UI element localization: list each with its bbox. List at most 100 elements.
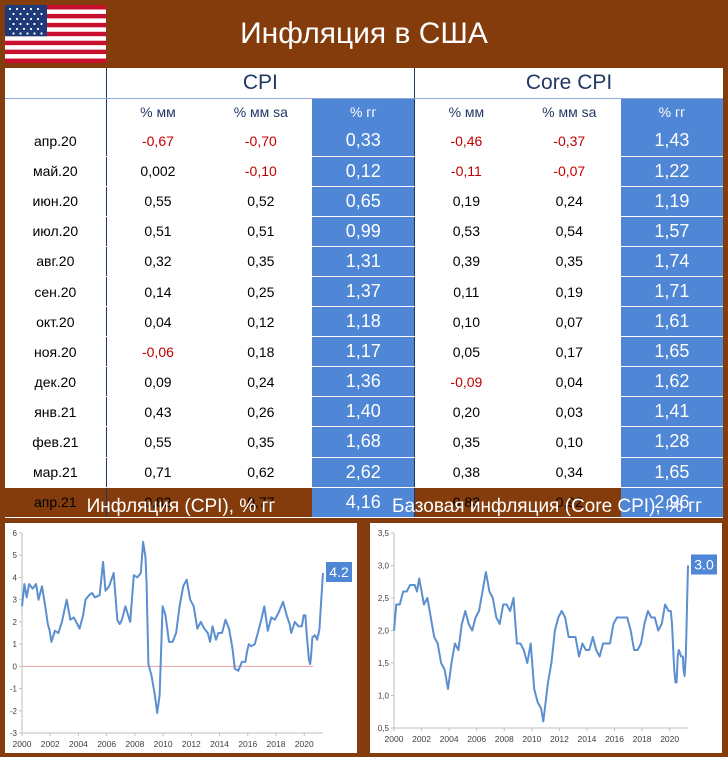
x-tick-label: 2020: [295, 739, 314, 749]
table-cell: 0,18: [209, 336, 313, 368]
table-row: мар.21 0,71 0,62 2,62 0,38 0,34 1,65: [5, 457, 723, 488]
table-row: июн.20 0,55 0,52 0,65 0,19 0,24 1,19: [5, 186, 723, 217]
subheader-cell: % мм sa: [517, 98, 621, 126]
table-cell: 1,22: [620, 156, 723, 187]
table-cell: 1,65: [620, 457, 723, 488]
table-cell: -0,07: [517, 156, 621, 187]
subheader-cell: % мм: [105, 98, 210, 126]
subheader-cell: % гг: [620, 98, 723, 126]
table-cell: 1,57: [620, 216, 723, 247]
table-row: сен.20 0,14 0,25 1,37 0,11 0,19 1,71: [5, 276, 723, 308]
table-cell: 0,19: [517, 276, 621, 308]
y-tick-label: 2: [13, 618, 18, 627]
table-cell: 2,96: [620, 487, 723, 518]
table-row: дек.20 0,09 0,24 1,36 -0,09 0,04 1,62: [5, 366, 723, 398]
table-cell: 1,71: [620, 276, 723, 308]
table-cell: 1,19: [620, 186, 723, 217]
table-cell: 0,25: [209, 276, 313, 308]
table-cell: 0,11: [414, 276, 518, 308]
core-cpi-chart-svg: 0,5 1,0 1,5 2,0 2,5 3,0 3,5 2000 2002 2004 2006 200…: [378, 529, 717, 744]
y-tick-label: 0: [13, 662, 18, 671]
x-tick-label: 2018: [267, 739, 286, 749]
table-cell: 0,07: [517, 306, 621, 338]
x-tick-label: 2004: [69, 739, 88, 749]
row-date-label: янв.21: [5, 396, 107, 428]
cpi-chart: -3 -2 -1 0 1 2 3 4 5 6 2000 2002 2004 2006 2008 2010 201…: [5, 523, 357, 753]
table-cell: 0,52: [209, 186, 313, 217]
table-cell: 0,34: [517, 457, 621, 488]
series-line: [393, 565, 689, 723]
table-cell: 0,35: [414, 426, 518, 458]
table-row: ноя.20 -0,06 0,18 1,17 0,05 0,17 1,65: [5, 336, 723, 368]
table-cell: 0,09: [105, 366, 210, 398]
y-tick-label: 3,5: [378, 529, 390, 538]
table-cell: 0,32: [105, 246, 210, 277]
table-cell: 0,82: [105, 487, 210, 518]
table-cell: 1,74: [620, 246, 723, 277]
group-header-cpi: CPI: [105, 68, 415, 99]
y-tick-label: 5: [13, 551, 18, 560]
table-cell: 0,24: [209, 366, 313, 398]
table-row: июл.20 0,51 0,51 0,99 0,53 0,54 1,57: [5, 216, 723, 247]
row-date-label: июн.20: [5, 186, 107, 217]
table-cell: 0,51: [209, 216, 313, 247]
table-cell: 1,43: [620, 126, 723, 157]
cpi-chart-svg: -3 -2 -1 0 1 2 3 4 5 6 2000 2002 2004 2006 2008 2010 201…: [10, 529, 352, 749]
core-cpi-chart: 0,5 1,0 1,5 2,0 2,5 3,0 3,5 2000 2002 2004 2006 200…: [370, 523, 722, 753]
subheader-cell: % мм: [414, 98, 518, 126]
table-cell: 0,53: [414, 216, 518, 247]
table-cell: 0,14: [105, 276, 210, 308]
y-tick-label: 0,5: [378, 724, 390, 733]
row-date-label: июл.20: [5, 216, 107, 247]
y-tick-label: 1,5: [378, 659, 390, 668]
table-cell: 0,55: [105, 186, 210, 217]
table-cell: 0,38: [414, 457, 518, 488]
row-date-label: окт.20: [5, 306, 107, 338]
last-value-badge: [691, 554, 717, 575]
x-tick-label: 2002: [41, 739, 60, 749]
row-date-label: апр.20: [5, 126, 107, 157]
table-cell: -0,09: [414, 366, 518, 398]
row-date-label: мар.21: [5, 457, 107, 488]
y-tick-label: -2: [10, 707, 18, 716]
x-tick-label: 2020: [660, 734, 679, 744]
table-cell: 0,20: [414, 396, 518, 428]
y-tick-label: 2,0: [378, 627, 390, 636]
x-tick-label: 2016: [605, 734, 624, 744]
y-tick-label: 6: [13, 529, 18, 538]
row-date-label: сен.20: [5, 276, 107, 308]
table-cell: 0,77: [209, 487, 313, 518]
table-cell: 0,83: [414, 487, 518, 518]
x-tick-label: 2012: [182, 739, 201, 749]
table-cell: 0,33: [312, 126, 415, 157]
table-cell: 0,35: [209, 426, 313, 458]
table-cell: 0,92: [517, 487, 621, 518]
table-cell: 0,71: [105, 457, 210, 488]
table-cell: 0,55: [105, 426, 210, 458]
y-tick-label: 2,5: [378, 594, 390, 603]
table-cell: -0,11: [414, 156, 518, 187]
group-header-core-cpi: Core CPI: [414, 68, 723, 99]
header: Инфляция в США: [0, 0, 728, 68]
y-tick-label: 1,0: [378, 692, 390, 701]
table-cell: 1,65: [620, 336, 723, 368]
table-cell: 0,002: [105, 156, 210, 187]
subheader-cell: % мм sa: [209, 98, 313, 126]
inflation-table: CPI Core CPI % мм % мм sa % гг % мм % мм…: [5, 68, 723, 518]
table-cell: 0,12: [209, 306, 313, 338]
x-tick-label: 2014: [210, 739, 229, 749]
table-cell: -0,67: [105, 126, 210, 157]
y-tick-label: -3: [10, 729, 18, 738]
table-cell: 0,10: [414, 306, 518, 338]
table-cell: 0,10: [517, 426, 621, 458]
table-cell: 2,62: [312, 457, 415, 488]
table-cell: 0,12: [312, 156, 415, 187]
table-cell: 1,62: [620, 366, 723, 398]
last-value-badge: [326, 562, 352, 582]
table-cell: 0,99: [312, 216, 415, 247]
x-tick-label: 2000: [385, 734, 404, 744]
x-tick-label: 2018: [633, 734, 652, 744]
table-cell: 0,51: [105, 216, 210, 247]
x-tick-label: 2010: [154, 739, 173, 749]
table-cell: 1,28: [620, 426, 723, 458]
